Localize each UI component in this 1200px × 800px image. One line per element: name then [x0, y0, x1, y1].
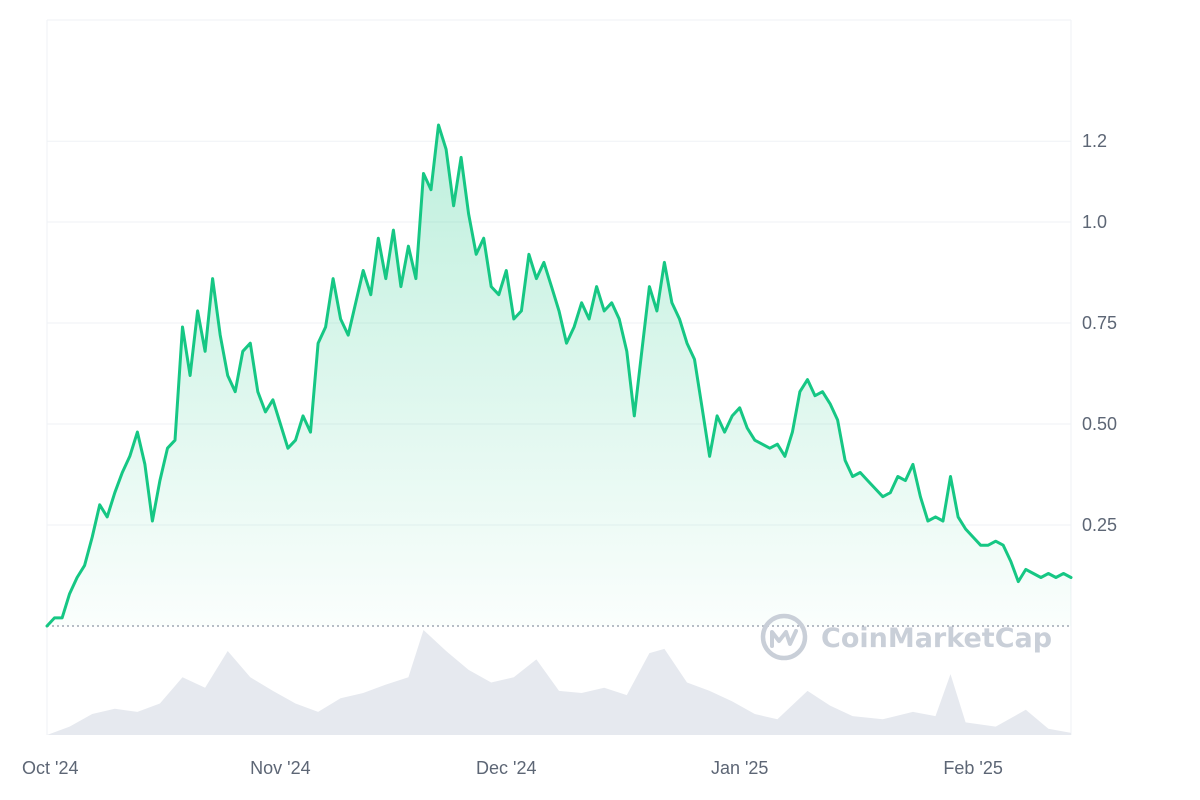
x-tick-label: Feb '25 — [943, 758, 1002, 778]
price-line-path — [45, 123, 1073, 628]
x-tick-label: Dec '24 — [476, 758, 536, 778]
y-tick-label: 1.2 — [1082, 131, 1107, 151]
y-tick-label: 0.25 — [1082, 515, 1117, 535]
volume-area — [47, 630, 1071, 735]
y-tick-label: 0.75 — [1082, 313, 1117, 333]
x-tick-label: Nov '24 — [250, 758, 310, 778]
y-axis-tick-labels: 0.25 0.50 0.75 1.0 1.2 — [1082, 131, 1117, 535]
watermark-text: CoinMarketCap — [821, 623, 1052, 654]
price-area — [47, 125, 1071, 626]
coinmarketcap-watermark: CoinMarketCap — [760, 613, 1052, 661]
y-tick-label: 0.50 — [1082, 414, 1117, 434]
x-tick-label: Oct '24 — [22, 758, 78, 778]
price-line — [45, 123, 1073, 628]
x-axis-tick-labels: Oct '24 Nov '24 Dec '24 Jan '25 Feb '25 — [22, 758, 1003, 778]
y-tick-label: 1.0 — [1082, 212, 1107, 232]
x-tick-label: Jan '25 — [711, 758, 768, 778]
price-area-fill — [47, 125, 1071, 626]
volume-series — [47, 630, 1071, 735]
coinmarketcap-logo-icon — [760, 613, 808, 661]
